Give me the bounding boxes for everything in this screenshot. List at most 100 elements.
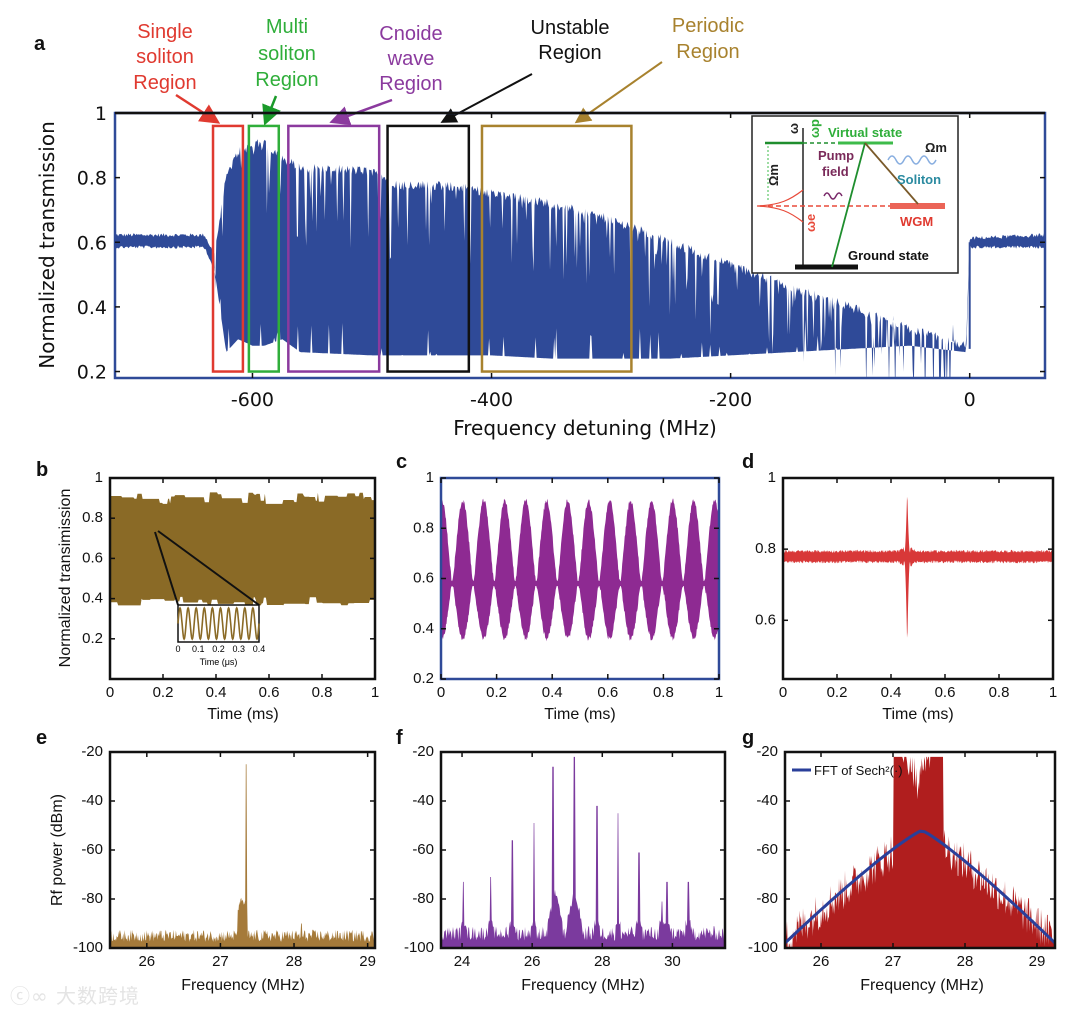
y-tick-label: -60 [81, 841, 103, 858]
plot-area-e [110, 764, 375, 948]
y-tick-label: 0.6 [77, 232, 107, 254]
panel-a: -600 -400 -200 0 0.2 0.4 0.6 0.8 1 [77, 103, 1047, 411]
x-axis-label-b: Time (ms) [207, 706, 278, 723]
x-tick-label: 0 [106, 684, 114, 701]
x-tick-label: 29 [359, 953, 376, 970]
panel-b: 0 0.1 0.2 0.3 0.4 Time (μs) 0 0.2 0.4 0.6 0.8 1 0.2 0… [82, 469, 379, 701]
panel-f: 24 26 28 30 -100 -80 -60 -40 -20 [404, 743, 727, 970]
annotation-line: Unstable [531, 17, 610, 39]
annotation-line: soliton [258, 43, 316, 65]
lorentzian-curve [756, 189, 804, 223]
panel-d: 0 0.2 0.4 0.6 0.8 1 0.6 0.8 1 [755, 469, 1057, 701]
y-tick-label: -80 [756, 890, 778, 907]
annotation-periodic: Periodic Region [672, 15, 744, 63]
y-tick-label: -20 [81, 743, 103, 760]
x-tick-label: 0.6 [597, 684, 618, 701]
y-tick-label: -80 [81, 890, 103, 907]
y-tick-label: 0.2 [413, 670, 434, 687]
emission-transition [864, 142, 919, 205]
x-tick-label: 26 [813, 953, 830, 970]
pump-field-label: Pump [818, 148, 854, 163]
axes-frame-f [439, 750, 727, 950]
y-tick-label: 0.4 [77, 297, 107, 319]
y-tick-label: 0.8 [77, 168, 107, 190]
x-tick-label: 0.4 [542, 684, 563, 701]
x-tick-label: 0 [437, 684, 445, 701]
y-tick-label: -40 [412, 792, 434, 809]
annotation-line: Single [137, 21, 193, 43]
energy-level-inset: Virtual state Pump field Soliton WGM Gro… [751, 115, 959, 274]
annotation-multi-soliton: Multi soliton Region [255, 16, 318, 91]
inset-x-label: Time (μs) [200, 657, 238, 667]
soliton-wave-icon [887, 155, 937, 165]
panel-g: 26 27 28 29 -100 -80 -60 -40 -20 [748, 743, 1057, 970]
y-axis-label-a: Normalized transmission [35, 121, 59, 369]
y-tick-label: 0.4 [413, 620, 434, 637]
panel-label-c: c [396, 451, 407, 473]
watermark-logo: ⓒ∞ 大数跨境 [10, 984, 141, 1008]
annotation-line: Cnoide [379, 23, 442, 45]
x-tick-label: 0.2 [153, 684, 174, 701]
inset-x-tick-label: 0.4 [253, 644, 266, 654]
axes-frame-d [781, 476, 1055, 681]
transmission-trace [115, 139, 1045, 378]
x-tick-label: 0.8 [312, 684, 333, 701]
plot-area-c [441, 498, 719, 642]
x-axis-label-a: Frequency detuning (MHz) [453, 416, 717, 440]
plot-area-d [783, 496, 1053, 638]
omega-label: ω [786, 123, 801, 134]
transmission-trace [441, 498, 719, 642]
y-tick-label: 0.6 [755, 611, 776, 628]
transmission-trace [783, 496, 1053, 638]
x-tick-label: 28 [957, 953, 974, 970]
y-tick-label: 1 [95, 469, 103, 486]
x-tick-label: -200 [709, 389, 752, 411]
annotation-cnoide-wave: Cnoide wave Region [379, 23, 442, 95]
arrow-multi [262, 95, 281, 126]
y-tick-label: -80 [412, 890, 434, 907]
x-tick-label: 0 [964, 389, 976, 411]
panel-label-e: e [36, 727, 47, 749]
x-tick-label: 30 [664, 953, 681, 970]
y-tick-label: -40 [756, 792, 778, 809]
annotation-line: Region [379, 73, 442, 95]
panel-label-b: b [36, 459, 48, 481]
y-tick-label: -100 [73, 939, 103, 956]
y-axis-label-b: Normalized transimission [57, 489, 74, 668]
zoom-line [154, 531, 179, 606]
x-tick-label: 1 [1049, 684, 1057, 701]
x-tick-label: 0.4 [206, 684, 227, 701]
y-tick-label: 1 [426, 469, 434, 486]
x-axis-label-f: Frequency (MHz) [521, 977, 645, 994]
annotation-line: wave [387, 48, 435, 70]
region-box-multi [247, 124, 281, 373]
inset-x-tick-label: 0.1 [192, 644, 205, 654]
inset-x-tick-label: 0.3 [232, 644, 245, 654]
inset-x-tick-label: 0.2 [212, 644, 225, 654]
annotation-line: soliton [136, 46, 194, 68]
y-tick-label: -20 [412, 743, 434, 760]
x-tick-label: 0.2 [486, 684, 507, 701]
plot-area-b [110, 492, 375, 607]
region-box-cnoide [287, 124, 381, 373]
annotation-single-soliton: Single soliton Region [133, 21, 196, 94]
y-tick-label: 0.8 [82, 509, 103, 526]
x-tick-label: 0.2 [827, 684, 848, 701]
panel-label-f: f [396, 727, 403, 749]
transmission-trace [110, 492, 375, 607]
x-tick-label: 28 [594, 953, 611, 970]
panel-c: 0 0.2 0.4 0.6 0.8 10.20.40.60.81 [413, 469, 723, 701]
arrow-cnoide [329, 98, 393, 126]
annotation-line: Multi [266, 16, 308, 38]
omega-e-label: ωe [803, 214, 818, 232]
x-tick-label: 0.6 [935, 684, 956, 701]
x-tick-label: 24 [454, 953, 471, 970]
y-tick-label: 1 [95, 103, 107, 125]
x-tick-label: 26 [524, 953, 541, 970]
annotation-unstable: Unstable Region [531, 17, 610, 64]
x-axis-label-d: Time (ms) [882, 706, 953, 723]
x-tick-label: 27 [212, 953, 229, 970]
y-tick-label: -40 [81, 792, 103, 809]
x-tick-label: 29 [1029, 953, 1046, 970]
x-axis-label-c: Time (ms) [544, 706, 615, 723]
